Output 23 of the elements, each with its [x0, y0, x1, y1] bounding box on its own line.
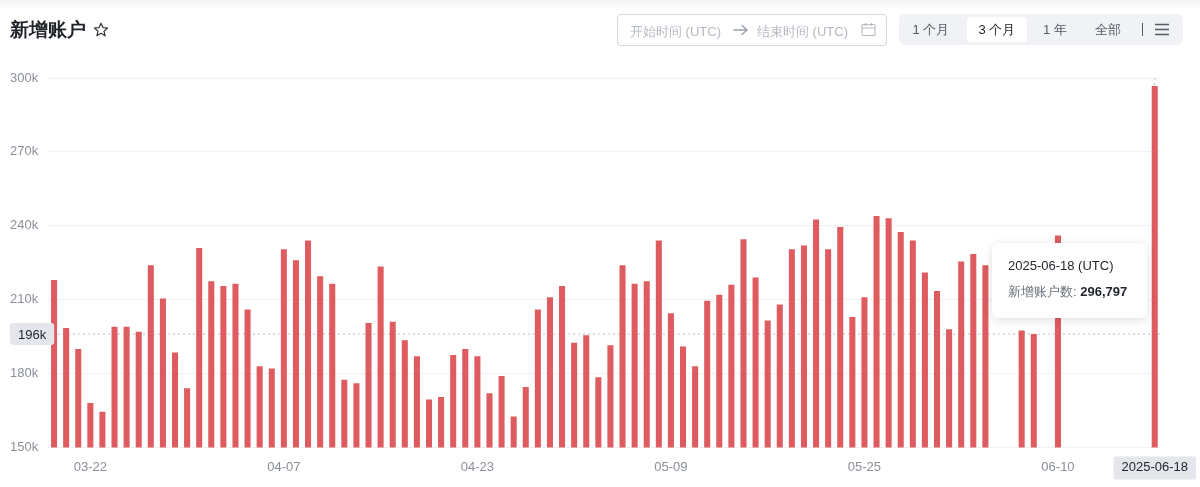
x-tick-label: 05-25 — [847, 458, 882, 474]
annotation: 新增账户数: 296,797 — [1008, 284, 1128, 299]
y-tick-label: 180k — [10, 365, 39, 381]
y-tick-label: 270k — [10, 143, 39, 159]
x-tick-label: 04-07 — [267, 458, 301, 474]
tooltip-box: 2025-06-18 (UTC) 新增账户数: 296,797 — [992, 243, 1147, 318]
x-tick-label: 06-10 — [1041, 458, 1075, 474]
date-range-field: 开始时间 (UTC) 结束时间 (UTC) — [617, 14, 887, 46]
y-tick-label: 210k — [10, 291, 39, 307]
text: 1 个月 — [911, 21, 951, 39]
text: 全部 — [1094, 21, 1122, 39]
annotation: 2025-06-18 (UTC) — [1008, 258, 1114, 273]
y-tick-label: 300k — [10, 69, 39, 85]
y-tick-label: 150k — [10, 438, 39, 454]
text: 1 年 — [1042, 21, 1068, 39]
ref-line-label: 196k — [18, 326, 47, 342]
x-tick-label: 05-09 — [654, 458, 688, 474]
x-tick-label: 03-22 — [73, 458, 107, 474]
x-tick-label: 04-23 — [460, 458, 495, 474]
x-tick-label: 2025-06-18 — [1121, 458, 1188, 474]
chart-title: 新增账户 — [10, 18, 86, 42]
selected-tab-button: 3 个月 — [967, 17, 1027, 42]
y-tick-label: 240k — [10, 217, 39, 233]
